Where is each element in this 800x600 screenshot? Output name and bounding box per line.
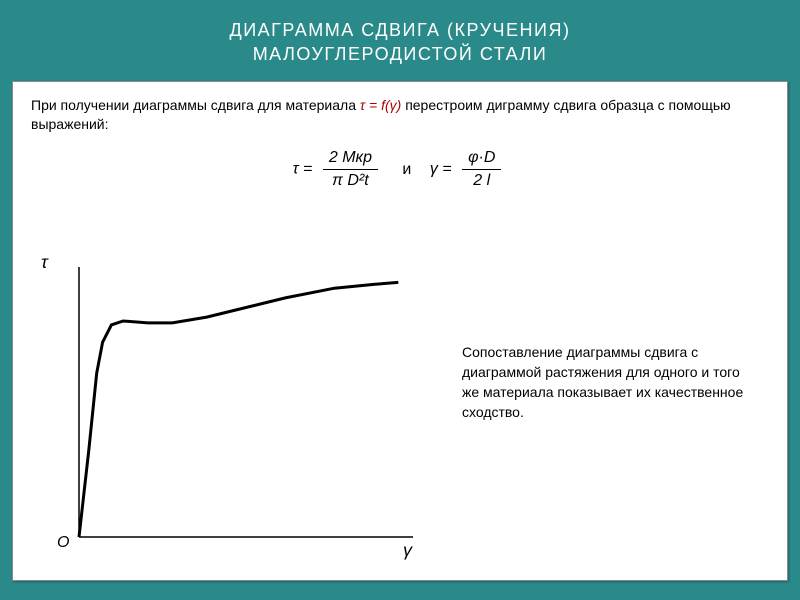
gamma-lhs: γ =: [430, 161, 452, 178]
intro-part1: При получении диаграммы сдвига для матер…: [31, 97, 360, 113]
gamma-fraction: φ·D 2 l: [462, 149, 501, 190]
title-line-2: МАЛОУГЛЕРОДИСТОЙ СТАЛИ: [12, 42, 788, 66]
slide-frame: ДИАГРАММА СДВИГА (КРУЧЕНИЯ) МАЛОУГЛЕРОДИ…: [0, 0, 800, 600]
comparison-text: Сопоставление диаграммы сдвига с диаграм…: [462, 342, 757, 423]
conjunction: и: [402, 161, 411, 179]
gamma-denominator: 2 l: [462, 170, 501, 190]
shear-diagram-chart: [43, 257, 423, 557]
tau-numerator: 2 Mкр: [323, 149, 378, 170]
intro-formula-highlight: τ = f(γ): [360, 97, 401, 113]
gamma-numerator: φ·D: [462, 149, 501, 170]
stress-strain-curve: [79, 282, 398, 537]
tau-denominator: π D²t: [323, 170, 378, 190]
content-panel: При получении диаграммы сдвига для матер…: [12, 81, 788, 581]
tau-lhs: τ =: [293, 161, 313, 178]
title-line-1: ДИАГРАММА СДВИГА (КРУЧЕНИЯ): [12, 18, 788, 42]
formula-row: τ = 2 Mкр π D²t и γ = φ·D 2 l: [31, 149, 769, 190]
intro-text: При получении диаграммы сдвига для матер…: [31, 96, 769, 135]
tau-fraction: 2 Mкр π D²t: [323, 149, 378, 190]
slide-header: ДИАГРАММА СДВИГА (КРУЧЕНИЯ) МАЛОУГЛЕРОДИ…: [12, 12, 788, 81]
